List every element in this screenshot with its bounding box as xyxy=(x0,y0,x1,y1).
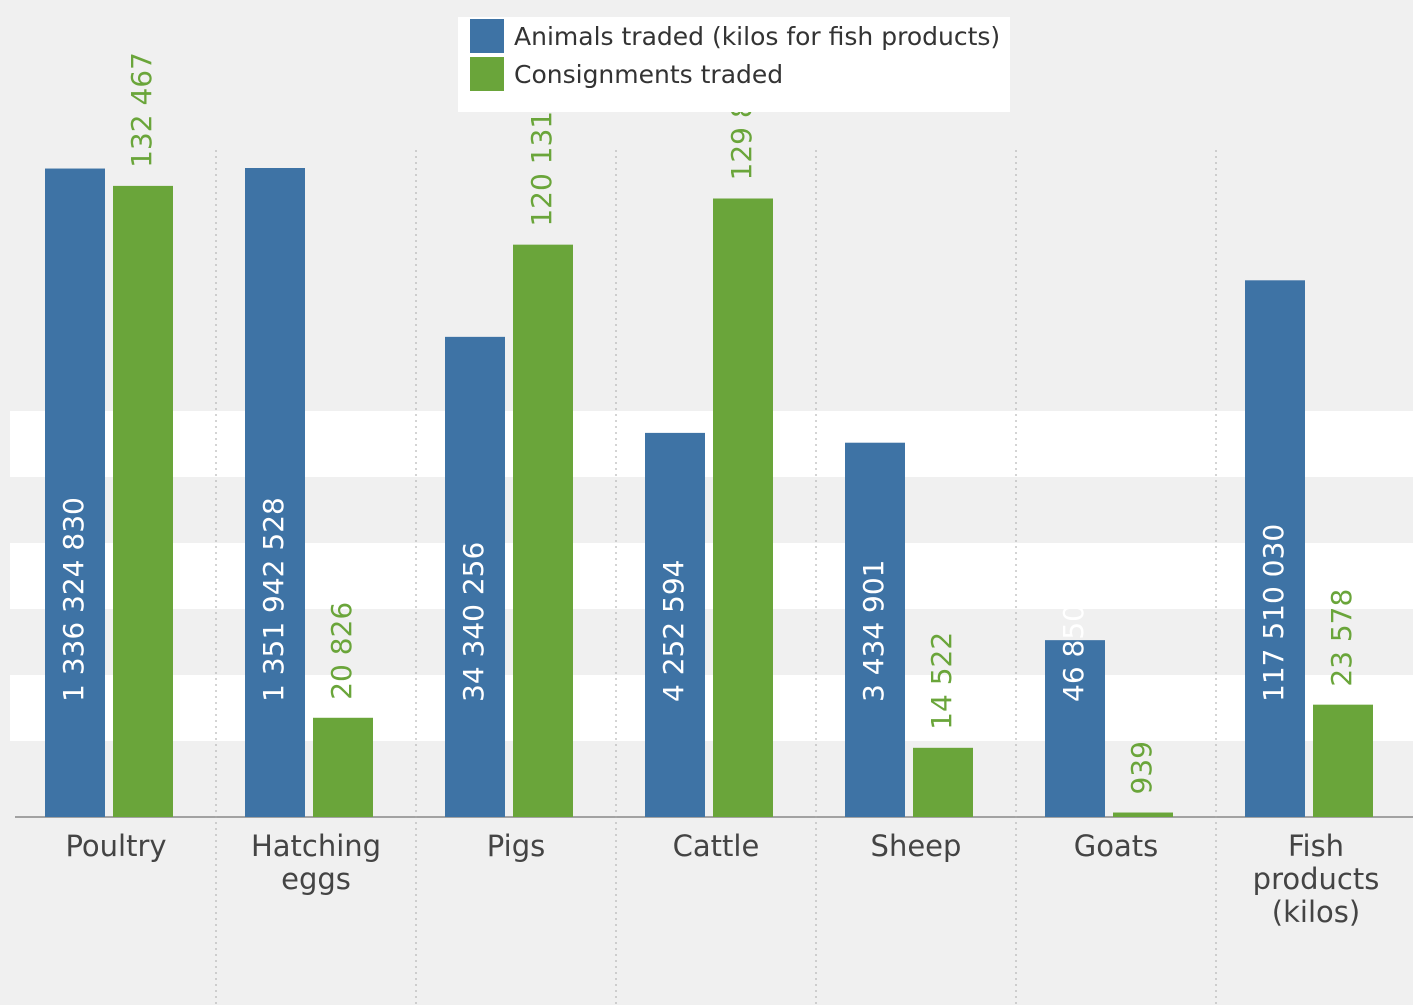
value-label: 3 434 901 xyxy=(857,559,890,702)
x-tick-label: Fish products (kilos) xyxy=(1252,829,1380,929)
value-label: 46 850 xyxy=(1057,604,1090,702)
bar xyxy=(245,168,305,818)
bar xyxy=(645,432,705,817)
value-label: 117 510 030 xyxy=(1257,524,1290,702)
value-label: 1 336 324 830 xyxy=(57,497,90,702)
value-label: 20 826 xyxy=(325,602,358,700)
bar xyxy=(113,185,173,818)
legend-label: Animals traded (kilos for fish products) xyxy=(514,21,1001,51)
bar xyxy=(845,442,905,817)
bar xyxy=(1045,640,1105,817)
bar xyxy=(313,717,373,817)
bar xyxy=(713,198,773,817)
value-label: 4 252 594 xyxy=(657,559,690,702)
value-label: 23 578 xyxy=(1325,589,1358,687)
bar xyxy=(1113,812,1173,817)
value-label: 939 xyxy=(1125,741,1158,794)
x-tick-label: Sheep xyxy=(870,829,962,863)
value-label: 1 351 942 528 xyxy=(257,497,290,702)
bar xyxy=(913,747,973,817)
x-tick-label: Pigs xyxy=(486,829,546,863)
x-tick-label: Goats xyxy=(1073,829,1159,863)
value-label: 34 340 256 xyxy=(457,542,490,702)
x-tick-label: Hatching eggs xyxy=(250,829,382,896)
band xyxy=(10,543,1413,609)
bar xyxy=(445,336,505,817)
x-tick-label: Poultry xyxy=(65,829,167,863)
x-tick-label: Cattle xyxy=(672,829,760,863)
band xyxy=(10,411,1413,477)
bar xyxy=(45,168,105,817)
value-label: 120 131 xyxy=(525,111,558,227)
value-label: 132 467 xyxy=(125,52,158,168)
bar xyxy=(1313,704,1373,817)
bar xyxy=(513,244,573,817)
value-label: 14 522 xyxy=(925,632,958,730)
bar xyxy=(1245,280,1305,818)
legend-swatch xyxy=(470,19,504,53)
legend-entry: Animals traded (kilos for fish products) xyxy=(470,17,1010,55)
band xyxy=(10,675,1413,741)
legend-entry: Consignments traded xyxy=(470,55,1010,93)
legend-swatch xyxy=(470,57,504,91)
legend: Animals traded (kilos for fish products)… xyxy=(458,17,1010,112)
legend-label: Consignments traded xyxy=(514,59,784,89)
